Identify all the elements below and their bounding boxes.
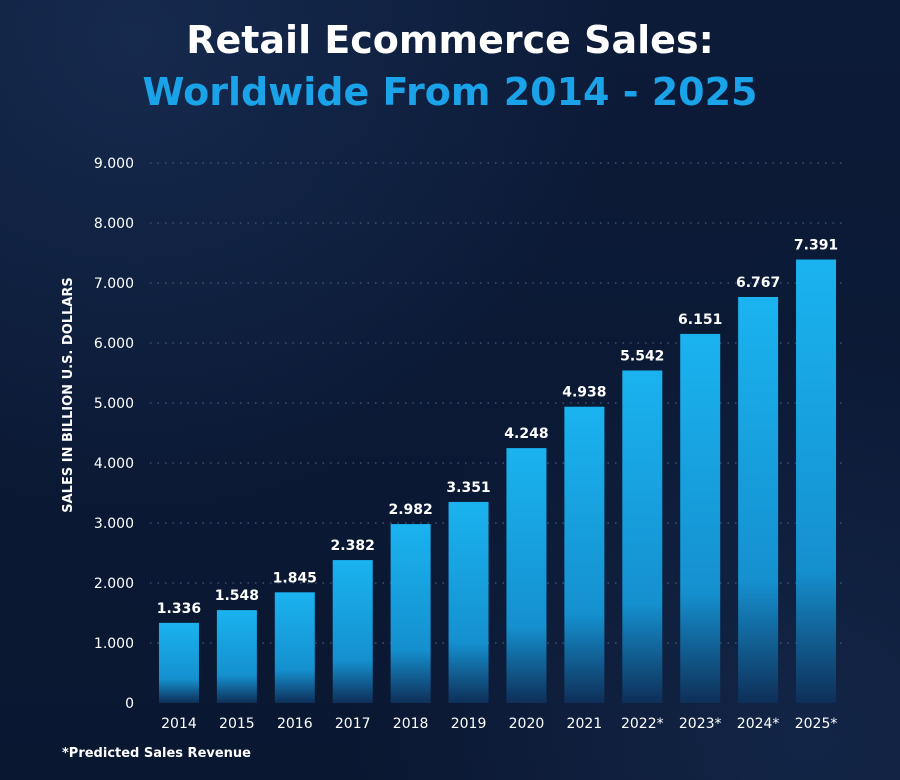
y-tick-label: 7.000 [94, 276, 134, 292]
bar-value-label: 2.982 [388, 502, 432, 518]
footnote: *Predicted Sales Revenue [62, 746, 252, 761]
bar [216, 610, 257, 703]
x-tick-label: 2020 [509, 716, 545, 732]
y-tick-label: 9.000 [94, 156, 134, 172]
bar [332, 560, 373, 703]
y-tick-label: 4.000 [94, 456, 134, 472]
x-tick-label: 2015 [219, 716, 255, 732]
y-tick-label: 2.000 [94, 576, 134, 592]
bar-value-label: 6.767 [736, 275, 780, 291]
y-axis-label: SALES IN BILLION U.S. DOLLARS [61, 277, 76, 513]
y-tick-label: 3.000 [94, 516, 134, 532]
bar-value-label: 4.248 [504, 426, 548, 442]
chart-subtitle: Worldwide From 2014 - 2025 [142, 70, 758, 114]
x-tick-label: 2025* [795, 716, 838, 732]
x-tick-label: 2019 [451, 716, 487, 732]
bar [448, 501, 489, 703]
x-tick-label: 2017 [335, 716, 371, 732]
bar [622, 370, 663, 703]
bar-value-label: 3.351 [446, 480, 490, 496]
x-tick-label: 2018 [393, 716, 429, 732]
bar-value-label: 7.391 [794, 238, 838, 254]
bar [506, 448, 547, 703]
x-tick-label: 2024* [737, 716, 780, 732]
x-tick-label: 2022* [621, 716, 664, 732]
x-tick-label: 2023* [679, 716, 722, 732]
bar [738, 296, 779, 703]
bar [564, 406, 605, 703]
bar [158, 622, 199, 703]
bar [796, 259, 837, 703]
x-tick-label: 2016 [277, 716, 313, 732]
y-tick-label: 5.000 [94, 396, 134, 412]
x-tick-label: 2014 [161, 716, 197, 732]
bar-value-label: 5.542 [620, 348, 664, 364]
x-axis-ticks: 2014 2015 2016 2017 2018 2019 2020 2021 2022* 202… [161, 716, 837, 732]
bars [158, 259, 837, 703]
x-tick-label: 2021 [567, 716, 603, 732]
value-labels: 1.336 1.548 1.845 2.382 2.982 3.351 4.248 4.938… [157, 238, 838, 617]
bar-value-label: 1.336 [157, 601, 201, 617]
bar [274, 592, 315, 703]
y-tick-label: 1.000 [94, 636, 134, 652]
y-tick-label: 6.000 [94, 336, 134, 352]
y-axis-ticks: 0 1.000 2.000 3.000 4.000 5.000 6.000 7.000 8.00… [94, 156, 134, 712]
y-tick-label: 8.000 [94, 216, 134, 232]
bar-value-label: 1.548 [215, 588, 259, 604]
bar-value-label: 4.938 [562, 385, 606, 401]
chart-title: Retail Ecommerce Sales: [186, 18, 714, 62]
bar [680, 333, 721, 703]
bar-value-label: 1.845 [273, 570, 317, 586]
bar-value-label: 6.151 [678, 312, 722, 328]
bar-value-label: 2.382 [331, 538, 375, 554]
bar [390, 524, 431, 703]
y-tick-label: 0 [125, 696, 134, 712]
